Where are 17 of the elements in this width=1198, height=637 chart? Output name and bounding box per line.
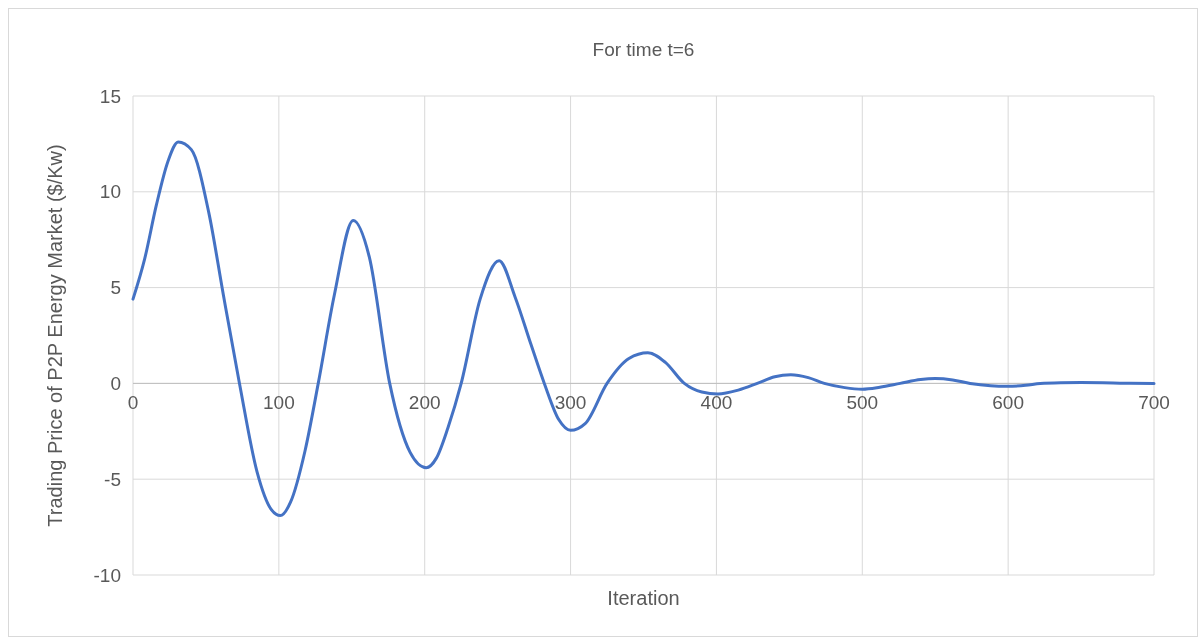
x-axis-title: Iteration	[607, 587, 680, 609]
y-tick-label: 10	[99, 181, 121, 203]
chart-title: For time t=6	[592, 39, 695, 60]
x-tick-label: 100	[263, 392, 295, 414]
x-tick-label: 700	[1138, 392, 1170, 414]
x-tick-label: 200	[408, 392, 441, 414]
x-tick-label: 400	[700, 392, 733, 414]
y-tick-label: 5	[110, 277, 121, 299]
y-tick-label: -5	[104, 468, 121, 490]
y-tick-label: 15	[99, 85, 121, 107]
y-tick-label: 0	[110, 373, 121, 395]
x-tick-label: 0	[127, 392, 139, 414]
y-axis-title: Trading Price of P2P Energy Market ($/Kw)	[44, 144, 66, 527]
x-tick-label: 500	[846, 392, 879, 414]
y-tick-label: -10	[93, 564, 121, 586]
x-tick-label: 300	[554, 392, 587, 414]
x-tick-label: 600	[992, 392, 1024, 414]
